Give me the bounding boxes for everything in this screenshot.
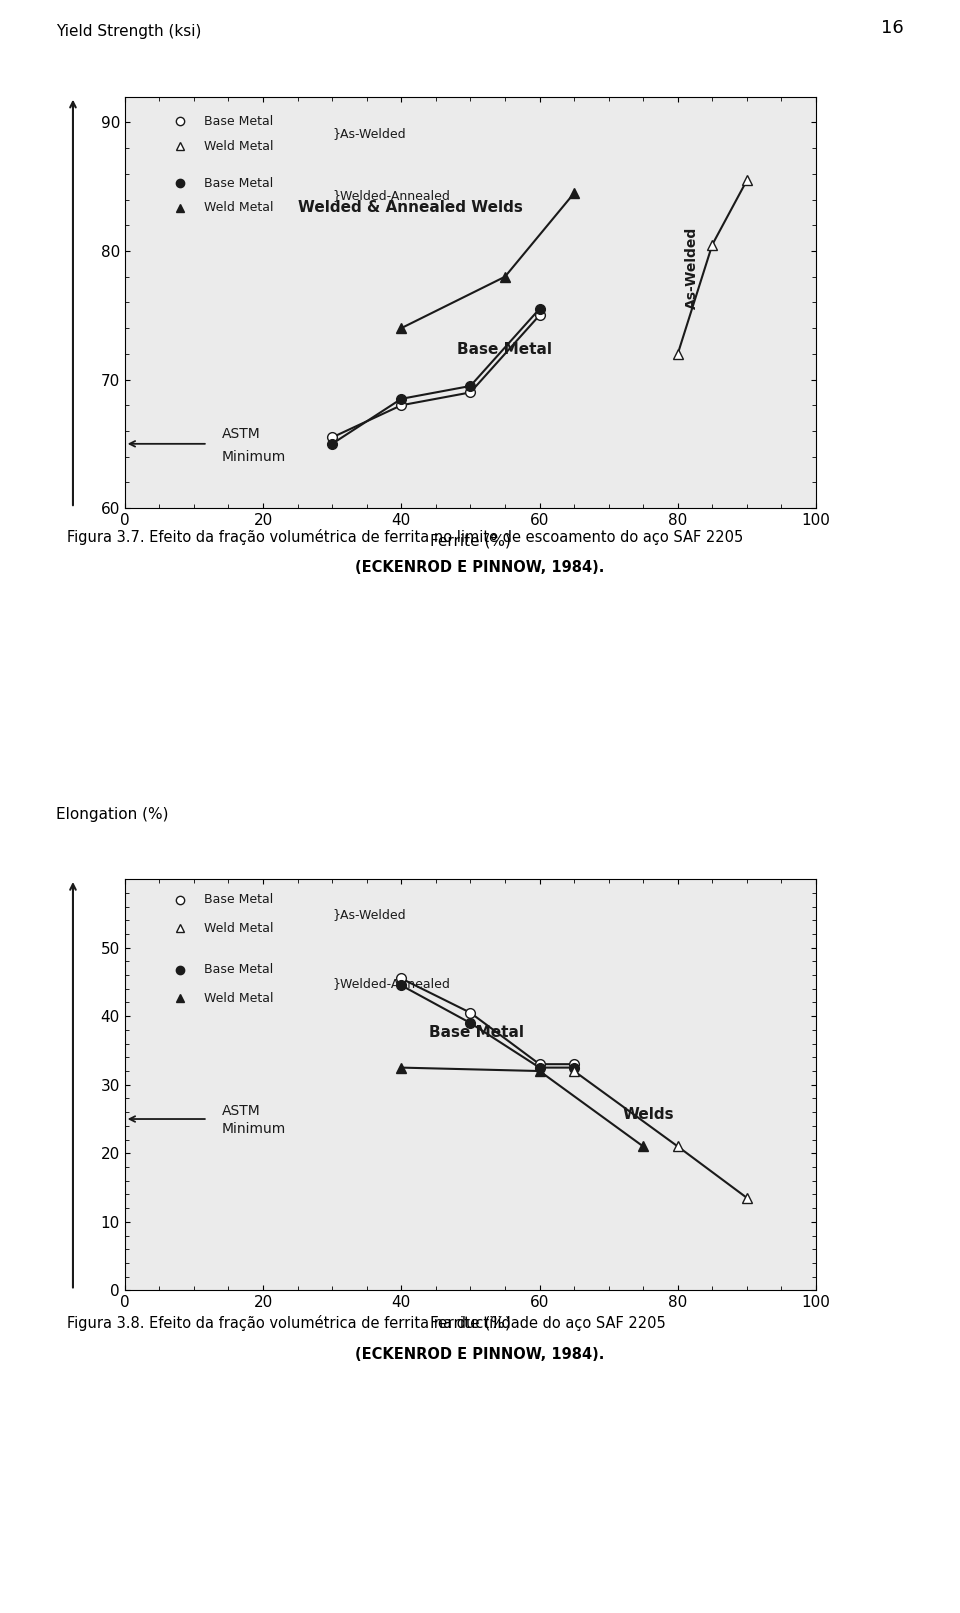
Text: Yield Strength (ksi): Yield Strength (ksi)	[56, 24, 201, 39]
Text: ASTM: ASTM	[222, 427, 260, 442]
Text: Figura 3.7. Efeito da fração volumétrica de ferrita no limite de escoamento do a: Figura 3.7. Efeito da fração volumétrica…	[67, 529, 743, 545]
X-axis label: Ferrite (%): Ferrite (%)	[430, 534, 511, 548]
Text: Figura 3.8. Efeito da fração volumétrica de ferrita na ductilidade do aço SAF 22: Figura 3.8. Efeito da fração volumétrica…	[67, 1315, 666, 1331]
Text: }Welded-Annealed: }Welded-Annealed	[332, 977, 450, 990]
Text: }As-Welded: }As-Welded	[332, 127, 406, 140]
Text: Elongation (%): Elongation (%)	[56, 806, 168, 821]
Text: }Welded-Annealed: }Welded-Annealed	[332, 189, 450, 202]
Text: Base Metal: Base Metal	[204, 115, 274, 127]
Text: }As-Welded: }As-Welded	[332, 908, 406, 921]
Text: Base Metal: Base Metal	[204, 963, 274, 976]
Text: Base Metal: Base Metal	[204, 894, 274, 907]
Text: Welded & Annealed Welds: Welded & Annealed Welds	[298, 200, 522, 216]
Text: Base Metal: Base Metal	[457, 342, 552, 356]
Text: Minimum: Minimum	[222, 450, 286, 465]
Text: Weld Metal: Weld Metal	[204, 923, 274, 936]
Text: ASTM: ASTM	[222, 1103, 260, 1118]
Text: Base Metal: Base Metal	[204, 177, 274, 190]
Text: Welds: Welds	[622, 1107, 674, 1123]
Text: (ECKENROD E PINNOW, 1984).: (ECKENROD E PINNOW, 1984).	[355, 560, 605, 574]
Text: Weld Metal: Weld Metal	[204, 202, 274, 215]
Text: As-Welded: As-Welded	[684, 226, 699, 308]
Text: 16: 16	[881, 19, 904, 37]
Text: Weld Metal: Weld Metal	[204, 992, 274, 1005]
Text: (ECKENROD E PINNOW, 1984).: (ECKENROD E PINNOW, 1984).	[355, 1347, 605, 1361]
Text: Base Metal: Base Metal	[429, 1024, 524, 1040]
X-axis label: Ferrite (%): Ferrite (%)	[430, 1316, 511, 1331]
Text: Weld Metal: Weld Metal	[204, 140, 274, 153]
Text: Minimum: Minimum	[222, 1123, 286, 1137]
